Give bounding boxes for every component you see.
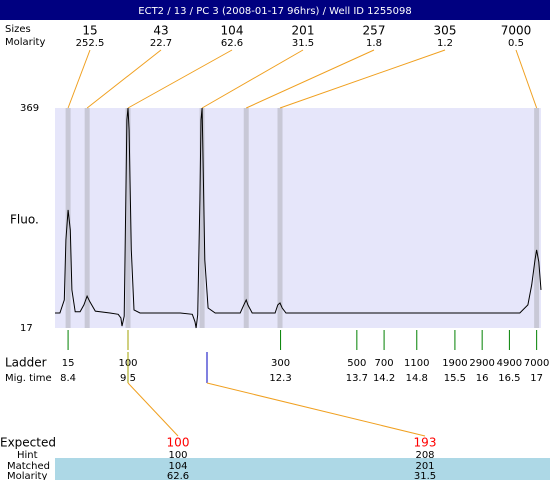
molarity-label: Molarity: [5, 37, 45, 48]
peak-size: 43: [153, 24, 168, 38]
peak-molarity: 252.5: [76, 38, 105, 49]
mig-time-label: Mig. time: [5, 373, 52, 384]
peak-connector: [246, 49, 375, 109]
peak-size: 104: [221, 24, 244, 38]
trace: [55, 107, 542, 329]
hint-label: Hint: [17, 450, 38, 461]
hint-value: 208: [415, 450, 434, 461]
peak-connector: [127, 49, 233, 109]
peak-molarity: 1.8: [366, 38, 382, 49]
peak-connector: [279, 49, 446, 109]
peak-band: [65, 108, 71, 328]
peak-size: 201: [292, 24, 315, 38]
ladder-mig-time: 14.8: [406, 373, 428, 384]
molarity-value: 62.6: [167, 471, 189, 480]
ladder-mig-time: 15.5: [444, 373, 466, 384]
ladder-size: 15: [62, 358, 75, 369]
expected-connector: [206, 382, 426, 437]
ladder-mig-time: 12.3: [269, 373, 291, 384]
title-bar: [0, 0, 550, 20]
ladder-mig-time: 17: [530, 373, 543, 384]
molarity-label: Molarity: [7, 471, 47, 480]
peak-band: [84, 108, 90, 328]
ladder-mig-time: 14.2: [373, 373, 395, 384]
ladder-mig-time: 16.5: [498, 373, 520, 384]
matched-label: Matched: [7, 461, 50, 472]
peak-band: [277, 108, 283, 328]
plot-area: [55, 108, 541, 328]
title: ECT2 / 13 / PC 3 (2008-01-17 96hrs) / We…: [138, 6, 411, 17]
ladder-size: 1900: [442, 358, 467, 369]
peak-size: 7000: [501, 24, 532, 38]
hint-value: 100: [168, 450, 187, 461]
peak-connector: [86, 49, 162, 109]
ladder-size: 300: [271, 358, 290, 369]
ladder-size: 4900: [497, 358, 522, 369]
matched-value: 104: [168, 461, 187, 472]
peak-size: 305: [434, 24, 457, 38]
peak-band: [199, 108, 205, 328]
peak-molarity: 31.5: [292, 38, 314, 49]
ladder-size: 2900: [469, 358, 494, 369]
y-axis-label: Fluo.: [10, 213, 39, 227]
peak-size: 257: [363, 24, 386, 38]
ladder-size: 1100: [404, 358, 429, 369]
peak-molarity: 62.6: [221, 38, 243, 49]
y-tick-label: 369: [20, 103, 39, 114]
ladder-mig-time: 16: [476, 373, 489, 384]
peak-connector: [515, 49, 538, 109]
ladder-size: 7000: [524, 358, 549, 369]
peak-connector: [67, 49, 91, 109]
peak-band: [243, 108, 249, 328]
peak-size: 15: [82, 24, 97, 38]
peak-molarity: 1.2: [437, 38, 453, 49]
peak-molarity: 22.7: [150, 38, 172, 49]
expected-value: 100: [167, 436, 190, 450]
matched-value: 201: [415, 461, 434, 472]
y-tick-label: 17: [20, 323, 33, 334]
molarity-value: 31.5: [414, 471, 436, 480]
ladder-mig-time: 13.7: [346, 373, 368, 384]
peak-band: [534, 108, 540, 328]
ladder-label: Ladder: [5, 356, 47, 370]
peak-band: [125, 108, 131, 328]
peak-connector: [201, 49, 304, 109]
matched-row-bg: [55, 458, 550, 480]
ladder-mig-time: 8.4: [60, 373, 76, 384]
sizes-label: Sizes: [5, 24, 31, 35]
expected-connector: [127, 382, 179, 437]
expected-label: Expected: [0, 436, 56, 450]
ladder-size: 500: [347, 358, 366, 369]
expected-value: 193: [414, 436, 437, 450]
peak-molarity: 0.5: [508, 38, 524, 49]
ladder-size: 700: [375, 358, 394, 369]
